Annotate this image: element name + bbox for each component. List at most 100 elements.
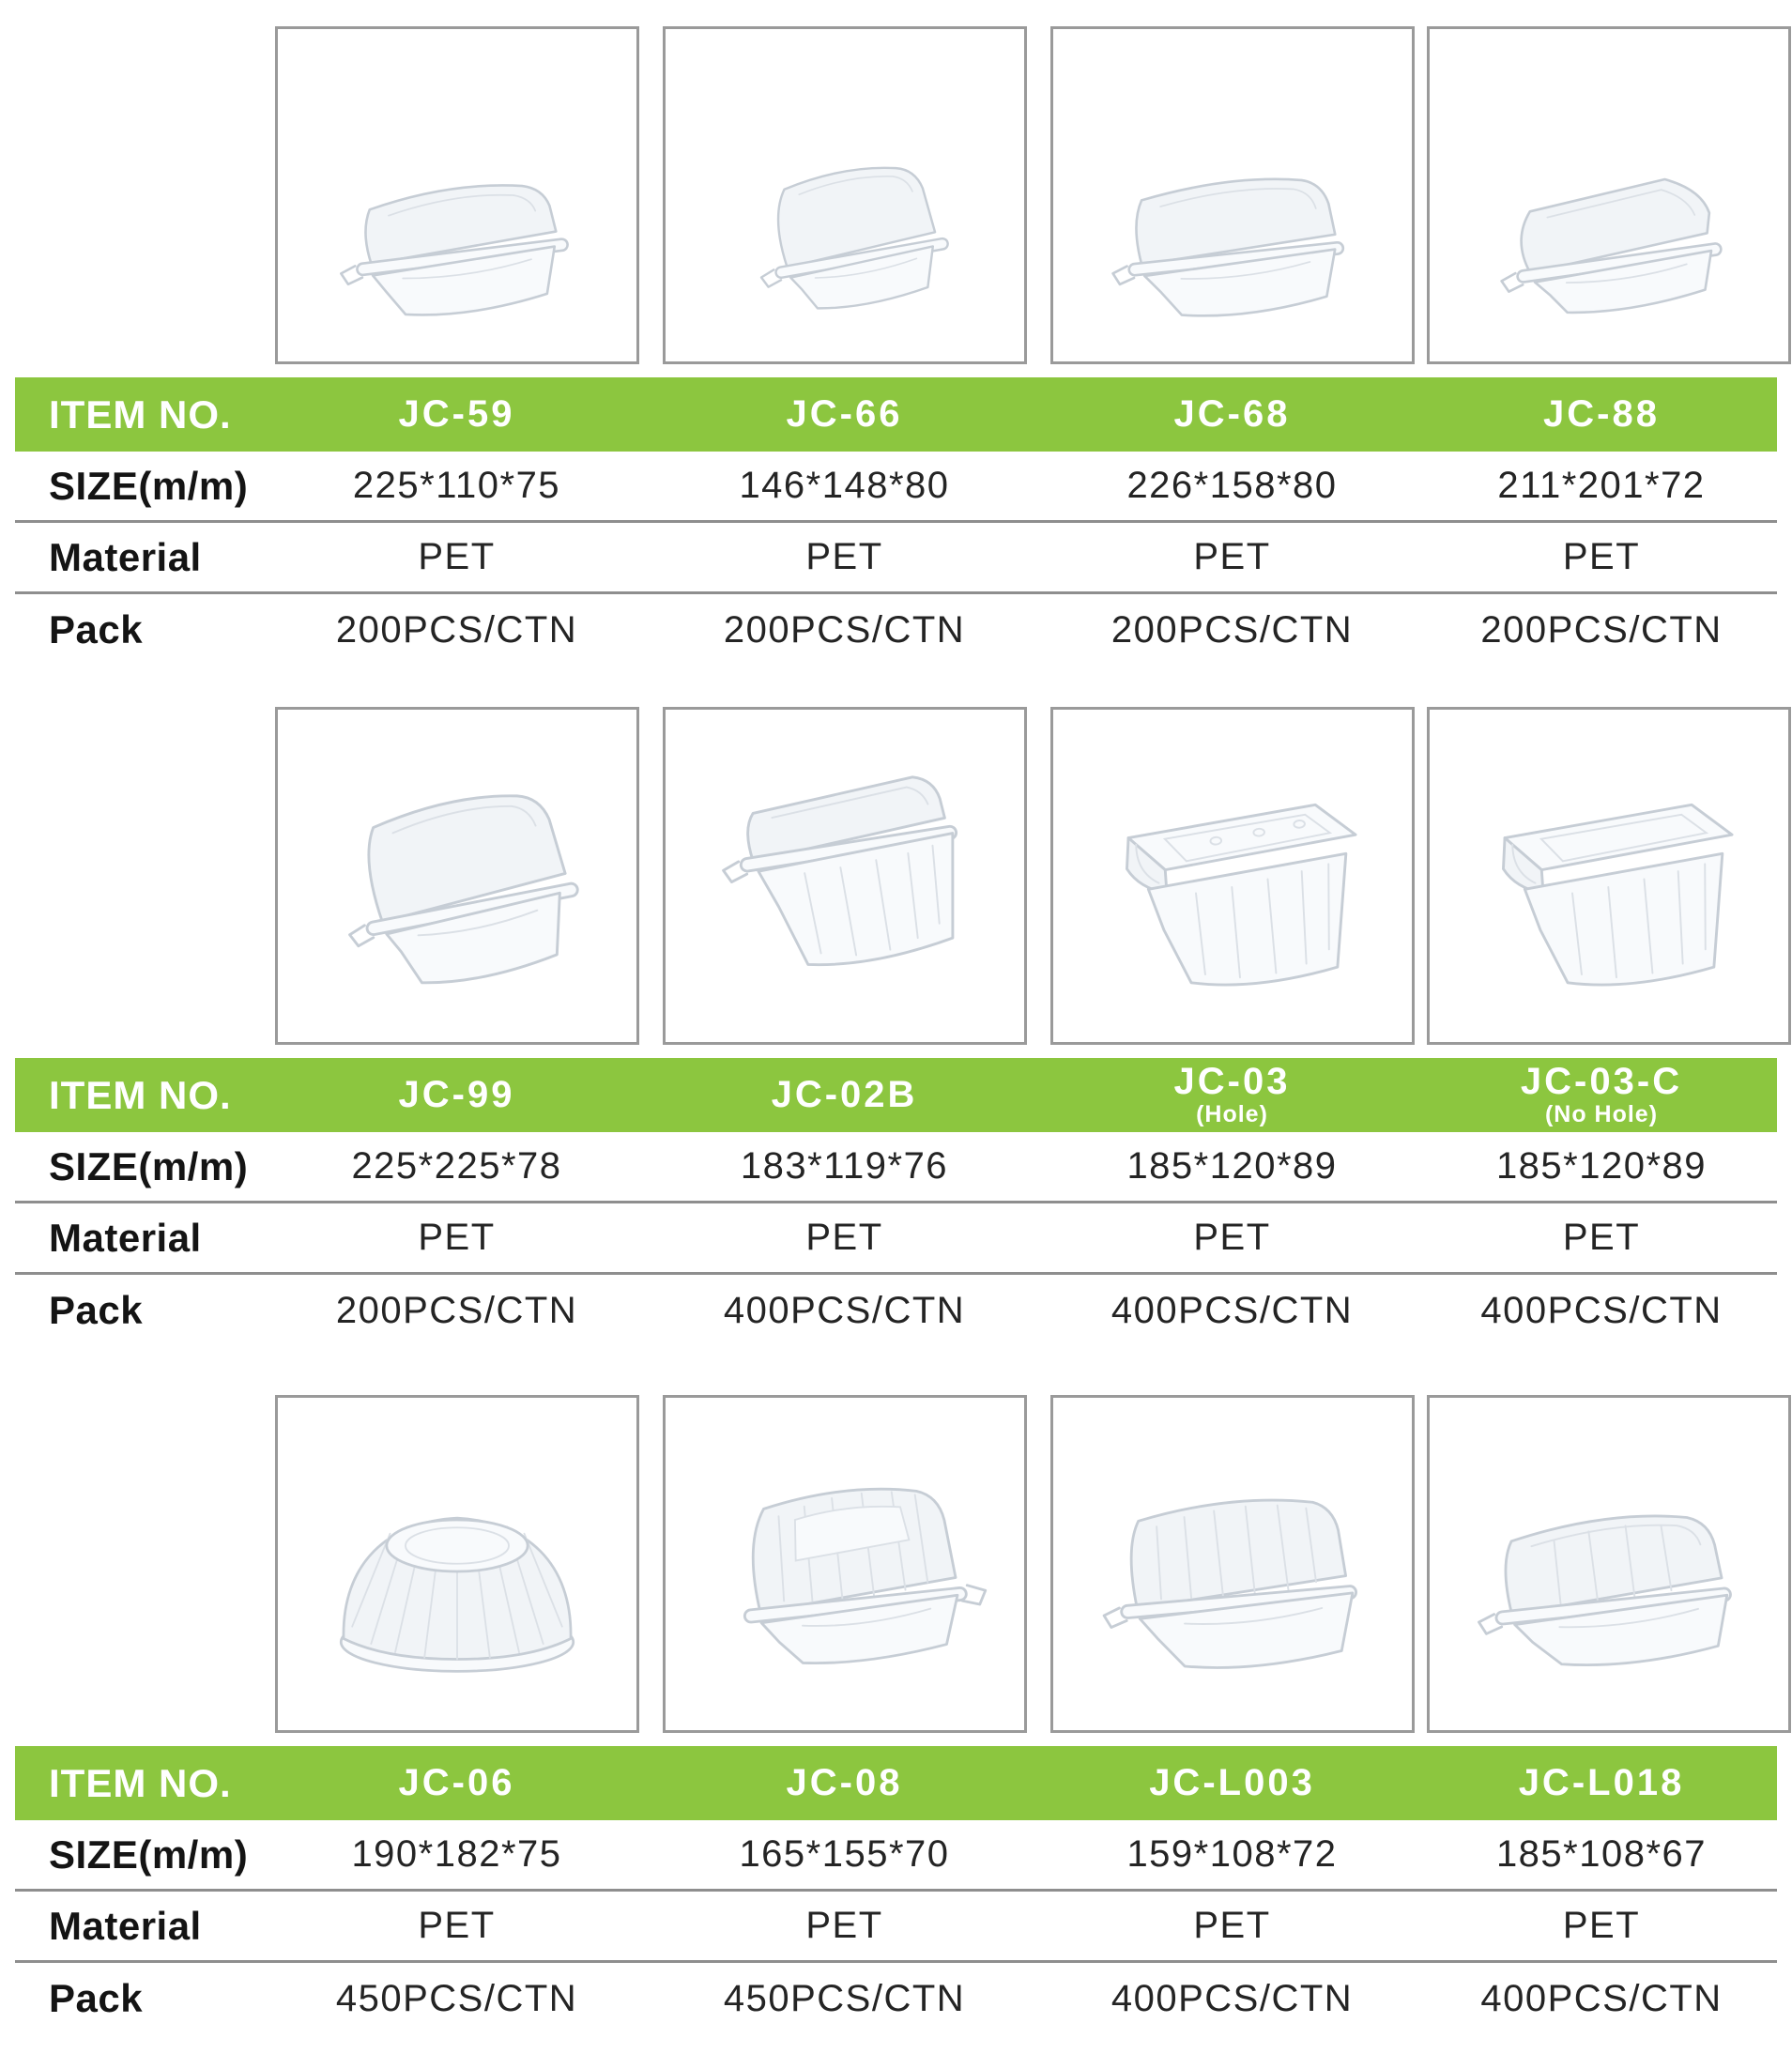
size-value: 183*119*76	[740, 1145, 949, 1187]
item-code: JC-88	[1543, 393, 1660, 436]
square-ribbed-dome-clamshell-illustration	[743, 1487, 987, 1665]
item-variant: (No Hole)	[1544, 1101, 1659, 1128]
material-value: PET	[418, 1217, 496, 1258]
pack-value: 400PCS/CTN	[723, 1289, 966, 1331]
material-value: PET	[1193, 1217, 1271, 1258]
size-value: 190*182*75	[351, 1833, 562, 1875]
item-code-cell: JC-68	[1038, 395, 1426, 434]
pack-value: 450PCS/CTN	[335, 1977, 578, 2019]
item-code: JC-03	[1173, 1061, 1291, 1103]
pack-value: 200PCS/CTN	[1110, 608, 1354, 651]
item-code-cell: JC-88	[1426, 395, 1777, 434]
size-value: 225*225*78	[351, 1145, 562, 1187]
product-photo-jc-66	[662, 26, 1027, 364]
photo-row-2	[0, 707, 1792, 1045]
product-photo-jc-99	[274, 707, 639, 1045]
pack-value: 400PCS/CTN	[1110, 1977, 1354, 2019]
size-row: SIZE(m/m) 225*225*78 183*119*76 185*120*…	[15, 1132, 1777, 1203]
pack-value: 450PCS/CTN	[723, 1977, 966, 2019]
item-code-cell: JC-02B	[651, 1076, 1038, 1114]
item-code: JC-59	[398, 393, 515, 436]
item-code-cell: JC-08	[651, 1764, 1038, 1802]
rectangular-clamshell-illustration	[1110, 177, 1344, 317]
material-value: PET	[1562, 1905, 1641, 1946]
material-value: PET	[418, 536, 496, 577]
pack-value: 400PCS/CTN	[1480, 1289, 1723, 1331]
rectangular-ribbed-dome-clamshell-illustration	[1102, 1498, 1357, 1669]
product-photo-jc-02b	[662, 707, 1027, 1045]
material-label: Material	[49, 534, 202, 579]
item-no-header-row: ITEM NO. JC-59 JC-66 JC-68 JC-88	[15, 377, 1777, 452]
item-code: JC-L018	[1518, 1762, 1685, 1804]
catalog-section-2: ITEM NO. JC-99 JC-02B JC-03 (Hole) JC-03…	[0, 707, 1792, 1346]
material-row: Material PET PET PET PET	[15, 1892, 1777, 1963]
item-code-cell: JC-66	[651, 395, 1038, 434]
pack-value: 400PCS/CTN	[1480, 1977, 1723, 2019]
pack-label: Pack	[49, 607, 144, 651]
item-code: JC-68	[1173, 393, 1291, 436]
long-dome-clamshell-illustration	[1478, 1514, 1732, 1667]
pack-label: Pack	[49, 1288, 144, 1332]
product-photo-jc-03	[1049, 707, 1415, 1045]
size-value: 225*110*75	[352, 465, 561, 506]
pack-row: Pack 200PCS/CTN 400PCS/CTN 400PCS/CTN 40…	[15, 1275, 1777, 1346]
item-code-cell: JC-59	[263, 395, 651, 434]
size-label: SIZE(m/m)	[49, 1831, 249, 1877]
product-photo-jc-88	[1427, 26, 1791, 364]
item-code: JC-03-C	[1520, 1061, 1683, 1103]
product-photo-jc-06	[274, 1395, 639, 1733]
photo-row-1	[0, 26, 1792, 364]
flat-square-clamshell-illustration	[1500, 177, 1723, 314]
berry-punnet-no-holes-illustration	[1502, 803, 1734, 987]
product-photo-jc-08	[662, 1395, 1027, 1733]
material-value: PET	[1193, 536, 1271, 577]
photo-row-3	[0, 1395, 1792, 1733]
square-clamshell-illustration	[759, 166, 949, 310]
size-row: SIZE(m/m) 190*182*75 165*155*70 159*108*…	[15, 1820, 1777, 1892]
spec-table-1: ITEM NO. JC-59 JC-66 JC-68 JC-88	[15, 377, 1777, 666]
pack-value: 200PCS/CTN	[335, 1289, 578, 1331]
item-code: JC-99	[398, 1074, 515, 1116]
long-low-clamshell-illustration	[339, 184, 569, 316]
size-label: SIZE(m/m)	[49, 1143, 249, 1188]
item-no-header-row: ITEM NO. JC-99 JC-02B JC-03 (Hole) JC-03…	[15, 1058, 1777, 1132]
item-code: JC-66	[786, 393, 903, 436]
pack-label: Pack	[49, 1976, 144, 2020]
item-code: JC-08	[786, 1762, 903, 1804]
size-value: 185*108*67	[1495, 1833, 1708, 1875]
round-fluted-dome-illustration	[339, 1516, 574, 1673]
item-no-label: ITEM NO.	[49, 391, 232, 437]
pack-value: 200PCS/CTN	[723, 608, 966, 651]
item-code-cell: JC-03 (Hole)	[1038, 1063, 1426, 1126]
spec-table-2: ITEM NO. JC-99 JC-02B JC-03 (Hole) JC-03…	[15, 1058, 1777, 1346]
product-photo-jc-03-c	[1427, 707, 1791, 1045]
size-row: SIZE(m/m) 225*110*75 146*148*80 226*158*…	[15, 452, 1777, 523]
size-label: SIZE(m/m)	[49, 463, 249, 508]
item-code-cell: JC-L003	[1038, 1764, 1426, 1802]
size-value: 159*108*72	[1126, 1833, 1338, 1875]
material-label: Material	[49, 1215, 202, 1260]
material-row: Material PET PET PET PET	[15, 1203, 1777, 1275]
material-label: Material	[49, 1903, 202, 1948]
catalog-section-1: ITEM NO. JC-59 JC-66 JC-68 JC-88	[0, 26, 1792, 666]
spec-table-3: ITEM NO. JC-06 JC-08 JC-L003 JC-L018	[15, 1746, 1777, 2034]
size-value: 211*201*72	[1497, 465, 1706, 506]
material-value: PET	[805, 536, 883, 577]
pack-value: 400PCS/CTN	[1110, 1289, 1354, 1331]
product-photo-jc-l003	[1049, 1395, 1415, 1733]
pack-value: 200PCS/CTN	[335, 608, 578, 651]
item-no-label: ITEM NO.	[49, 1072, 232, 1117]
pack-value: 200PCS/CTN	[1480, 608, 1723, 651]
product-photo-jc-68	[1049, 26, 1415, 364]
item-no-label: ITEM NO.	[49, 1760, 232, 1805]
catalog-section-3: ITEM NO. JC-06 JC-08 JC-L003 JC-L018	[0, 1395, 1792, 2034]
material-row: Material PET PET PET PET	[15, 523, 1777, 594]
item-code: JC-02B	[771, 1074, 918, 1116]
item-code-cell: JC-06	[263, 1764, 651, 1802]
material-value: PET	[418, 1905, 496, 1946]
product-photo-jc-l018	[1427, 1395, 1791, 1733]
item-code-cell: JC-99	[263, 1076, 651, 1114]
size-value: 185*120*89	[1126, 1145, 1338, 1187]
pack-row: Pack 200PCS/CTN 200PCS/CTN 200PCS/CTN 20…	[15, 594, 1777, 666]
